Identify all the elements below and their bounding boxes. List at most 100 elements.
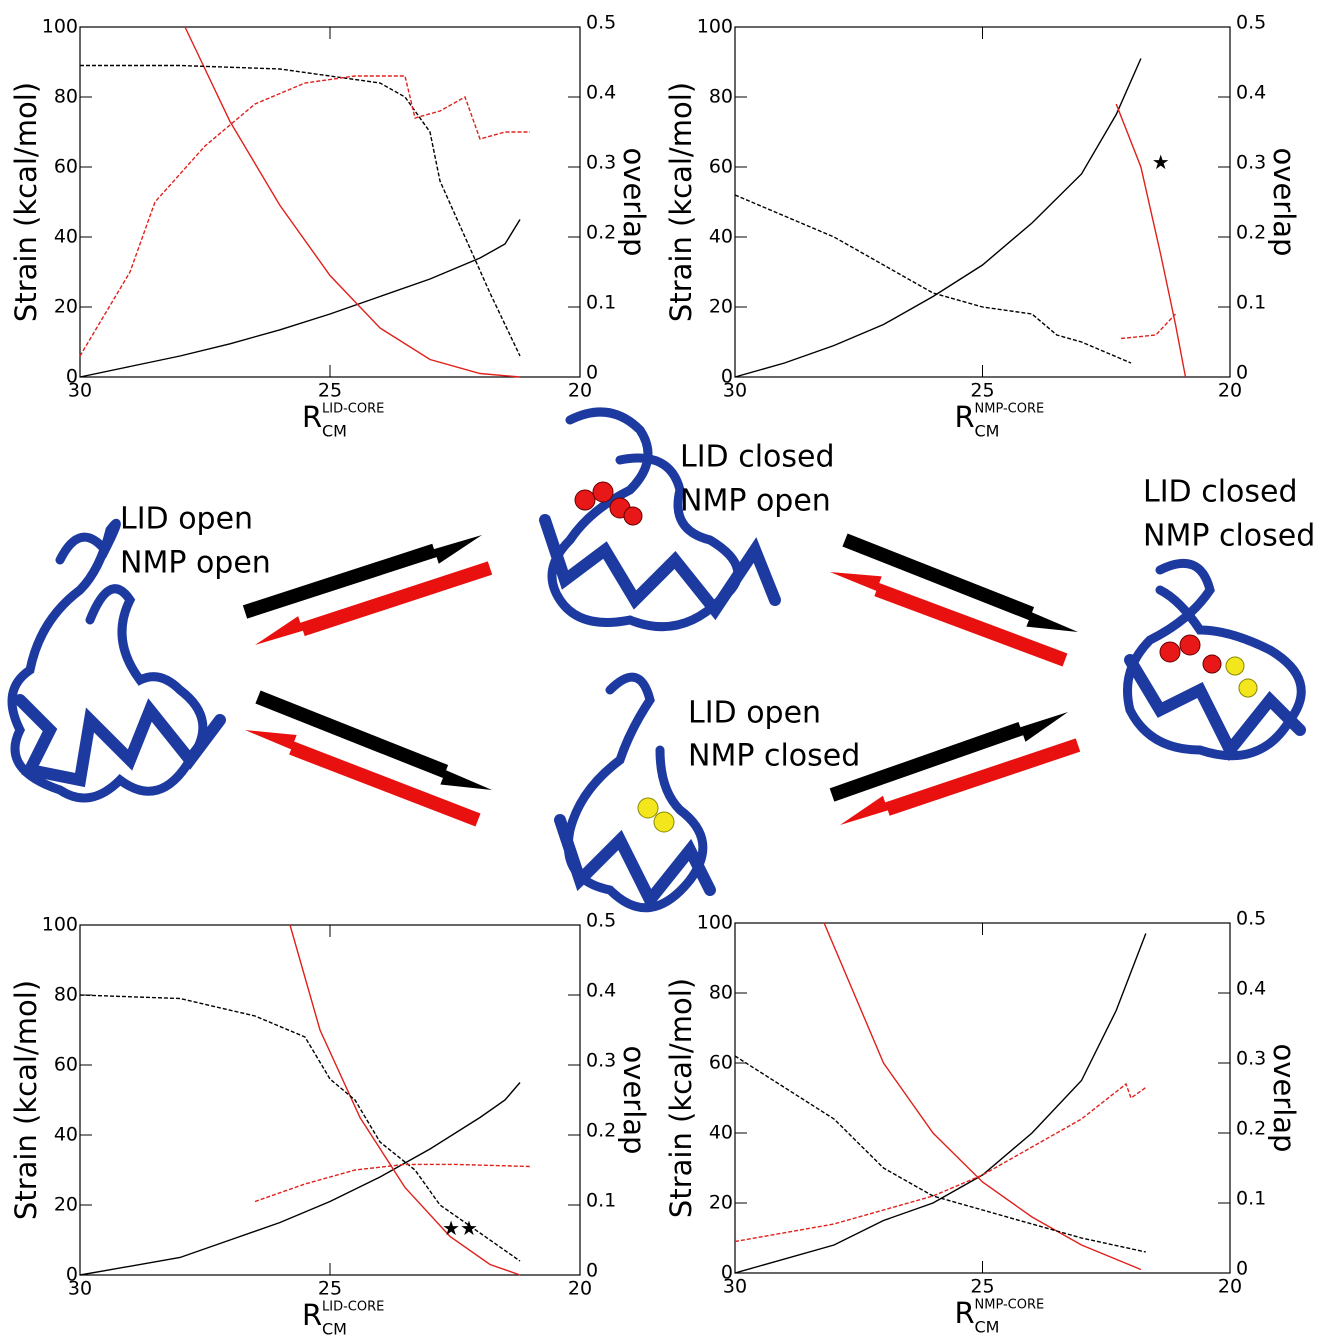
protein-closed-open-core [539, 514, 781, 621]
state-labels: LID open NMP open LID closed NMP open LI… [120, 440, 1315, 774]
state-label: NMP open [680, 484, 831, 519]
data-line [823, 922, 1142, 1271]
y-axis-label: Strain (kcal/mol) [9, 980, 43, 1220]
y2-tick-label: 0.2 [586, 222, 616, 244]
yellow-ligand [653, 811, 675, 833]
y-tick-label: 100 [697, 912, 733, 934]
y-tick-label: 20 [54, 296, 78, 318]
y-axis-label: Strain (kcal/mol) [9, 82, 43, 322]
protein-closed-closed-core [1124, 654, 1306, 762]
x-axis-label-sub: CM [975, 422, 1000, 441]
arrow [255, 561, 493, 645]
state-label: LID closed [1143, 475, 1298, 510]
x-tick-label: 30 [723, 380, 747, 402]
x-tick-label: 30 [68, 380, 92, 402]
y2-tick-label: 0.5 [1236, 12, 1266, 34]
y2-tick-label: 0.5 [1236, 908, 1266, 930]
state-label: LID closed [680, 440, 835, 475]
chart: 30 25 2002040608010000.10.20.30.40.5Strain… [664, 908, 1301, 1337]
x-axis-label-sub: CM [975, 1318, 1000, 1337]
y2-tick-label: 0.3 [1236, 1048, 1266, 1070]
red-ligand [574, 489, 596, 511]
y-tick-label: 20 [54, 1194, 78, 1216]
arrow [842, 533, 1078, 632]
x-tick-label: 20 [1218, 1276, 1242, 1298]
data-line [79, 994, 521, 1262]
y-tick-label: 40 [709, 1122, 733, 1144]
chart: 30 25 2002040608010000.10.20.30.40.5Strain… [9, 12, 651, 441]
chart: 30 25 2002040608010000.10.20.30.40.5★Strai… [664, 12, 1301, 441]
protein-closed-open [547, 407, 743, 632]
y2-tick-label: 0 [1236, 362, 1248, 384]
protein-closed-closed [1123, 558, 1306, 761]
y2-tick-label: 0.1 [586, 1190, 616, 1212]
y2-tick-label: 0.1 [1236, 292, 1266, 314]
x-tick-label: 30 [68, 1278, 92, 1300]
y-tick-label: 80 [54, 984, 78, 1006]
data-line [254, 1163, 531, 1203]
red-ligand [592, 481, 614, 503]
y2-tick-label: 0.3 [586, 1050, 616, 1072]
state-label: NMP closed [1143, 519, 1315, 554]
red-ligand [1159, 641, 1181, 663]
arrow [242, 535, 482, 619]
y-tick-label: 100 [697, 16, 733, 38]
x-tick-label: 20 [1218, 380, 1242, 402]
x-tick-label: 20 [568, 380, 592, 402]
x-axis-label: R [302, 1298, 322, 1332]
y2-tick-label: 0.4 [1236, 978, 1266, 1000]
y2-tick-label: 0.4 [1236, 82, 1266, 104]
y2-tick-label: 0.4 [586, 82, 616, 104]
yellow-ligand [1238, 678, 1258, 698]
x-axis-label: R [955, 1296, 975, 1330]
y2-axis-label: overlap [1267, 148, 1301, 257]
y-tick-label: 20 [709, 296, 733, 318]
y-tick-label: 40 [54, 1124, 78, 1146]
data-line [1115, 103, 1187, 378]
state-label: NMP open [120, 546, 271, 581]
ligand-spheres [574, 481, 1258, 833]
x-axis-label-sub: CM [322, 1320, 347, 1337]
y-tick-label: 0 [721, 366, 733, 388]
state-label: NMP closed [688, 739, 860, 774]
protein-open-open-core [14, 694, 226, 788]
data-line [79, 219, 521, 378]
y-tick-label: 0 [66, 366, 78, 388]
y-tick-label: 80 [709, 86, 733, 108]
arrow [245, 730, 481, 827]
annotation: ★ [1152, 150, 1170, 174]
plot-frame [734, 922, 1231, 1274]
red-ligand [1179, 634, 1201, 656]
data-line [734, 1082, 1147, 1243]
x-axis-label-sup: NMP-CORE [975, 402, 1045, 417]
arrow [840, 738, 1081, 825]
y-tick-label: 0 [721, 1262, 733, 1284]
y-tick-label: 40 [54, 226, 78, 248]
red-ligand [1202, 654, 1222, 674]
y-tick-label: 100 [42, 914, 78, 936]
x-tick-label: 25 [970, 1276, 994, 1298]
y-tick-label: 80 [709, 982, 733, 1004]
protein-structures [7, 407, 1306, 913]
y-tick-label: 20 [709, 1192, 733, 1214]
y-tick-label: 80 [54, 86, 78, 108]
y2-axis-label: overlap [617, 148, 651, 257]
y-tick-label: 60 [709, 156, 733, 178]
data-line [184, 26, 521, 378]
data-line [1121, 313, 1177, 340]
arrow [255, 690, 492, 790]
data-line [79, 75, 530, 357]
y2-tick-label: 0.5 [586, 910, 616, 932]
y2-tick-label: 0.4 [586, 980, 616, 1002]
red-ligand [623, 506, 643, 526]
y2-tick-label: 0.2 [586, 1120, 616, 1142]
y-tick-label: 60 [54, 156, 78, 178]
data-line [734, 933, 1147, 1274]
y2-tick-label: 0.1 [586, 292, 616, 314]
y2-tick-label: 0 [1236, 1258, 1248, 1280]
y-tick-label: 0 [66, 1264, 78, 1286]
state-label: LID open [688, 696, 821, 731]
y2-tick-label: 0.3 [586, 152, 616, 174]
data-line [80, 64, 521, 357]
x-tick-label: 20 [568, 1278, 592, 1300]
